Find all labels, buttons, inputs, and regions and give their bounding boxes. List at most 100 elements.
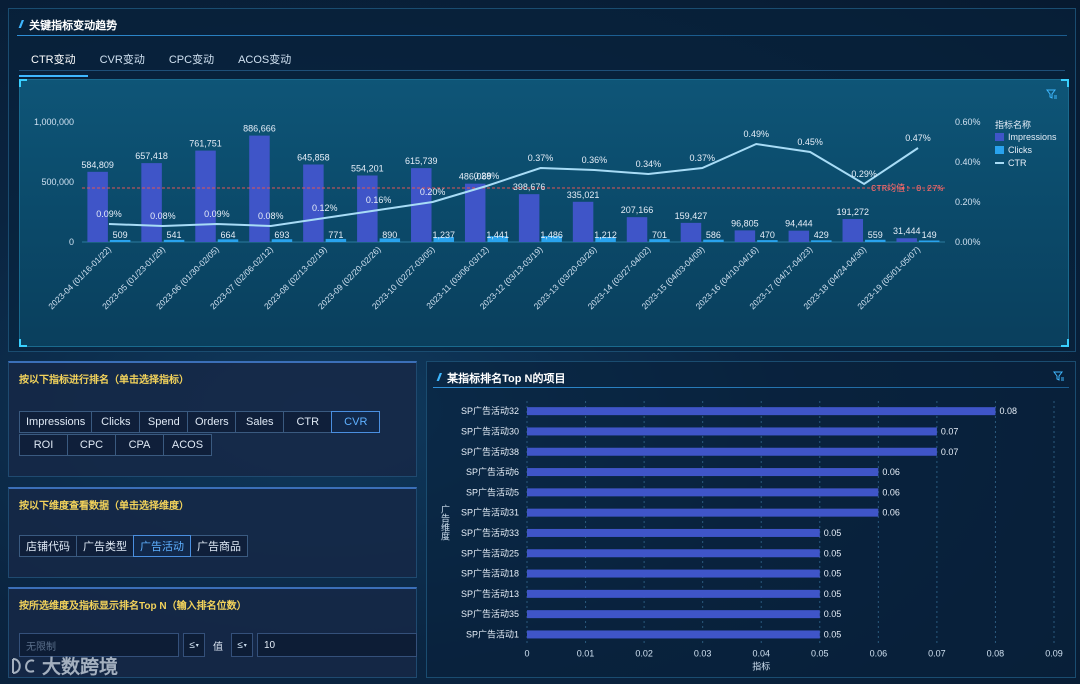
- impressions-bar: [357, 175, 378, 242]
- impressions-label: 584,809: [81, 160, 114, 170]
- ctr-label: 0.37%: [690, 153, 716, 163]
- tab-ctr[interactable]: CTR变动: [19, 47, 88, 77]
- impressions-label: 886,666: [243, 124, 276, 134]
- metric-button-roi[interactable]: ROI: [19, 434, 68, 456]
- tab-acos[interactable]: ACOS变动: [238, 54, 292, 66]
- bar-value-label: 0.05: [824, 609, 842, 619]
- impressions-bar: [464, 183, 486, 242]
- category-label: SP广告活动1: [466, 628, 519, 639]
- clicks-bar: [433, 237, 455, 242]
- clicks-label: 559: [868, 230, 883, 240]
- impressions-label: 335,021: [567, 190, 600, 200]
- ctr-average-label: CTR均值: 0.27%: [871, 182, 944, 194]
- ctr-label: 0.09%: [204, 209, 230, 219]
- impressions-bar: [734, 230, 756, 242]
- impressions-bar: [249, 135, 270, 242]
- clicks-bar: [703, 239, 724, 242]
- corner-decoration: [1061, 339, 1069, 347]
- ctr-label: 0.49%: [743, 129, 769, 139]
- legend-swatch-impressions: [995, 133, 1004, 141]
- ctr-label: 0.09%: [96, 209, 122, 219]
- topn-panel: 按所选维度及指标显示排名Top N（输入排名位数） 无限制 ≤ ▾ 值 ≤ ▾ 10: [8, 587, 417, 678]
- metric-button-orders[interactable]: Orders: [187, 411, 237, 433]
- ranking-bar: [527, 407, 996, 416]
- tabs-divider: [19, 70, 1065, 71]
- ranking-bar: [527, 468, 879, 477]
- x-tick-label: 0.09: [1045, 649, 1063, 659]
- clicks-label: 586: [706, 230, 721, 240]
- bar-value-label: 0.08: [999, 406, 1017, 416]
- impressions-label: 657,418: [135, 151, 168, 161]
- clicks-label: 1,486: [540, 230, 563, 240]
- dimension-button-4[interactable]: 广告商品: [190, 535, 248, 557]
- watermark-text: 大数跨境: [42, 657, 119, 678]
- dimension-title: 按以下维度查看数据（单击选择维度）: [19, 501, 189, 512]
- ranking-chart: 0 0.01 0.02 0.03 0.04 0.05 0.06 0.07 0.08 0.09 SP广…: [440, 401, 1063, 672]
- category-label: SP广告活动38: [461, 446, 519, 457]
- topn-value-input[interactable]: 10: [257, 633, 417, 657]
- category-label: SP广告活动33: [461, 527, 519, 538]
- metric-button-cpc[interactable]: CPC: [67, 434, 116, 456]
- impressions-bar: [411, 168, 432, 242]
- metric-button-sales[interactable]: Sales: [235, 411, 285, 433]
- clicks-label: 1,441: [486, 230, 509, 240]
- clicks-bar: [757, 240, 778, 242]
- metric-button-cvr[interactable]: CVR: [331, 411, 381, 433]
- ranking-bar: [527, 630, 820, 639]
- ranking-bar: [527, 549, 820, 558]
- ctr-label: 0.45%: [797, 137, 823, 147]
- topn-input-row: 无限制 ≤ ▾ 值 ≤ ▾ 10: [19, 633, 417, 657]
- filter-icon[interactable]: [1046, 88, 1058, 100]
- clicks-label: 771: [328, 230, 343, 240]
- category-label: SP广告活动31: [461, 507, 519, 518]
- clicks-bar: [811, 240, 832, 242]
- bar-value-label: 0.07: [941, 447, 959, 457]
- operator-select[interactable]: ≤ ▾: [183, 633, 205, 657]
- dimension-button-1[interactable]: 店铺代码: [19, 535, 77, 557]
- dimension-panel: 按以下维度查看数据（单击选择维度） 店铺代码 广告类型 广告活动 广告商品: [8, 487, 417, 578]
- tab-cvr[interactable]: CVR变动: [99, 54, 145, 66]
- y-right-tick-label: 0.00%: [955, 237, 981, 247]
- impressions-bar: [87, 171, 108, 242]
- impressions-label: 554,201: [351, 163, 384, 173]
- brand-logo-icon: [12, 657, 35, 674]
- impressions-bar: [680, 222, 702, 242]
- category-label: SP广告活动35: [461, 608, 519, 619]
- dimension-button-2[interactable]: 广告类型: [76, 535, 134, 557]
- ranking-bar: [527, 610, 820, 619]
- filter-icon[interactable]: [1053, 370, 1065, 382]
- metric-button-impressions[interactable]: Impressions: [19, 411, 93, 433]
- impressions-label: 159,427: [675, 211, 708, 221]
- bar-value-label: 0.05: [824, 528, 842, 538]
- ranking-panel-title: 某指标排名Top N的项目: [447, 373, 566, 385]
- clicks-label: 541: [167, 230, 182, 240]
- clicks-bar: [541, 236, 562, 242]
- metric-button-acos[interactable]: ACOS: [163, 434, 212, 456]
- less-equal-icon: ≤: [237, 639, 243, 651]
- impressions-bar: [842, 219, 864, 242]
- trend-panel: // 关键指标变动趋势 CTR变动 CVR变动 CPC变动 ACOS变动 1,0…: [8, 8, 1076, 352]
- y-left-tick-label: 1,000,000: [34, 117, 74, 127]
- ctr-label: 0.36%: [582, 155, 608, 165]
- tab-cpc[interactable]: CPC变动: [168, 54, 215, 66]
- bar-value-label: 0.07: [941, 426, 959, 436]
- dimension-button-3[interactable]: 广告活动: [133, 535, 191, 557]
- impressions-label: 645,858: [297, 152, 330, 162]
- ctr-label: 0.08%: [258, 211, 284, 221]
- impressions-bar: [896, 238, 917, 242]
- topn-title: 按所选维度及指标显示排名Top N（输入排名位数）: [19, 601, 247, 612]
- impressions-label: 398,676: [513, 182, 546, 192]
- topn-limit-input[interactable]: 无限制: [19, 633, 179, 657]
- impressions-label: 31,444: [893, 226, 921, 236]
- x-tick-label: 0.06: [870, 649, 888, 659]
- operator-select-2[interactable]: ≤ ▾: [231, 633, 253, 657]
- double-slash-icon: //: [19, 19, 23, 31]
- title-divider: [433, 387, 1069, 388]
- clicks-label: 509: [113, 230, 128, 240]
- metric-button-spend[interactable]: Spend: [139, 411, 189, 433]
- metric-button-clicks[interactable]: Clicks: [91, 411, 141, 433]
- clicks-label: 701: [652, 230, 667, 240]
- metric-button-cpa[interactable]: CPA: [115, 434, 164, 456]
- metric-button-ctr[interactable]: CTR: [283, 411, 333, 433]
- x-tick-label: 0.02: [635, 649, 653, 659]
